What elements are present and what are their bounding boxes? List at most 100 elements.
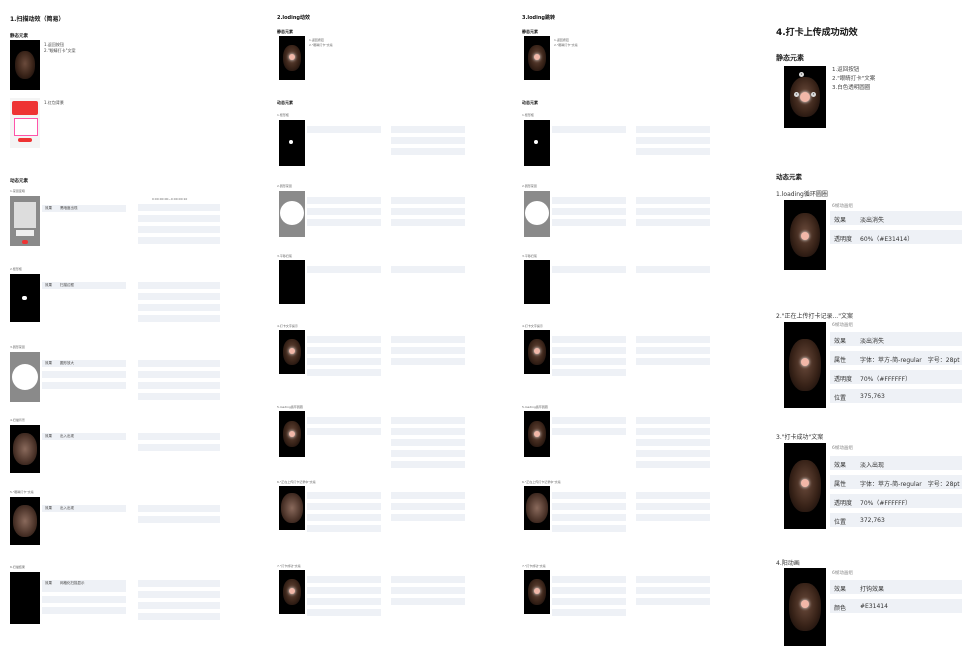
col2-prop: [391, 450, 465, 457]
col4-section-thumb: [784, 200, 826, 270]
col3-static-thumb: [524, 36, 550, 80]
col4-section-sub: 6帧动画组: [832, 571, 853, 576]
col3-item-label: 3.平移扫尾: [522, 254, 537, 258]
col2-item-label: 5.loading循环圆圈: [277, 405, 303, 409]
col2-prop: [391, 197, 465, 204]
col4-prop-row: 颜色 #E31414: [830, 599, 962, 613]
col2-prop: [307, 347, 381, 354]
col2-prop: [307, 525, 381, 532]
col2-prop: [391, 358, 465, 365]
col1-item-prop-r1: [138, 505, 220, 512]
col2-item-label: 4.打卡文字提示: [277, 324, 298, 328]
col4-prop-row: 属性 字体：苹方-简-regular 字号：28pt: [830, 475, 962, 489]
col2-prop: [391, 148, 465, 155]
col3-prop: [636, 358, 710, 365]
col1-title: 1.扫描动效（简易）: [10, 16, 65, 23]
col4-prop-row: 透明度 60%（#E31414）: [830, 230, 962, 244]
col2-static-note-1: 1.返回按钮: [309, 38, 324, 42]
col3-prop: [636, 148, 710, 155]
col3-prop: [636, 428, 710, 435]
col2-static-title: 静态元素: [277, 29, 293, 34]
col1-item-prop-r3: [138, 580, 220, 587]
col3-prop: [552, 336, 626, 343]
col4-section-sub: 6帧动画组: [832, 204, 853, 209]
col2-prop: [307, 197, 381, 204]
col2-item-label: 2.圆形蒙层: [277, 184, 292, 188]
col3-prop: [636, 450, 710, 457]
col4-prop-row: 位置 372,763: [830, 513, 962, 527]
col1-dynamic-title: 动态元素: [10, 179, 28, 184]
col3-prop: [636, 514, 710, 521]
col2-dynamic-title: 动态元素: [277, 100, 293, 105]
col2-prop: [391, 208, 465, 215]
col2-prop: [307, 126, 381, 133]
col1-item-prop-r4: [138, 237, 220, 244]
col2-prop: [307, 492, 381, 499]
col3-prop: [636, 126, 710, 133]
col1-static-title: 静态元素: [10, 34, 28, 39]
col4-section-thumb: [784, 322, 826, 408]
col1-static-thumb: [10, 40, 40, 90]
col3-item-thumb: [524, 191, 550, 237]
col2-prop: [307, 336, 381, 343]
col1-item-thumb: [10, 497, 40, 545]
col3-prop: [552, 428, 626, 435]
col3-prop: [552, 266, 626, 273]
col2-item-label: 1.矩形框: [277, 113, 289, 117]
col1-item-prop-r2: [138, 293, 220, 300]
col2-prop: [307, 609, 381, 616]
col2-item-label: 3.平移扫尾: [277, 254, 292, 258]
col1-item-time: 0:00:00:00~0:00:00:10: [152, 197, 188, 201]
col1-redpacket-thumb: [10, 98, 40, 148]
col3-static-title: 静态元素: [522, 29, 538, 34]
col4-prop-row: 效果 淡出消失: [830, 211, 962, 225]
col2-prop: [307, 369, 381, 376]
col1-item-label: 1.蒙层变暗: [10, 189, 25, 193]
col3-prop: [552, 208, 626, 215]
col3-prop: [552, 503, 626, 510]
col1-item-prop-r5: [138, 382, 220, 389]
col2-item-thumb: [279, 120, 305, 166]
col1-item-label: 6.扫描结果: [10, 565, 25, 569]
col3-prop: [636, 439, 710, 446]
col4-dynamic-title: 动态元素: [776, 173, 802, 181]
col2-prop: [307, 219, 381, 226]
col4-section-thumb: [784, 568, 826, 646]
col3-item-thumb: [524, 330, 550, 374]
col3-prop: [552, 126, 626, 133]
col1-item-label: 2.矩形框: [10, 267, 22, 271]
col2-prop: [391, 439, 465, 446]
col1-item-prop-r1: [138, 282, 220, 289]
col3-prop: [552, 576, 626, 583]
col1-item-prop-r2: [138, 444, 220, 451]
col3-prop: [636, 347, 710, 354]
col2-prop: [307, 417, 381, 424]
col2-item-thumb: [279, 486, 305, 530]
col1-item-thumb: [10, 352, 40, 402]
col1-item-prop: 效果 出入出现: [42, 505, 126, 512]
col3-prop: [636, 492, 710, 499]
col1-static-note-1: 1.返回按钮: [44, 42, 64, 47]
col4-section-label: 4.阳动画: [776, 560, 800, 567]
col3-item-thumb: [524, 411, 550, 457]
col3-title: 3.loding跳转: [522, 15, 555, 21]
col3-static-note-2: 2."眼睛打卡"文案: [554, 43, 578, 47]
col2-item-thumb: [279, 330, 305, 374]
col1-item-thumb: [10, 274, 40, 322]
col2-item-thumb: [279, 411, 305, 457]
col4-prop-row: 透明度 70%（#FFFFFF）: [830, 370, 962, 384]
col1-item-prop: 效果 网格化扫描显示: [42, 580, 126, 592]
col3-prop: [552, 525, 626, 532]
col3-prop: [552, 492, 626, 499]
col2-prop: [391, 126, 465, 133]
col4-section-sub: 6帧动画组: [832, 323, 853, 328]
col1-static-note-2: 2."眼睛打卡"文案: [44, 48, 76, 53]
col3-prop: [552, 598, 626, 605]
col3-prop: [636, 503, 710, 510]
col4-section-sub: 6帧动画组: [832, 446, 853, 451]
col1-item-prop: 效果 扫描边框: [42, 282, 126, 289]
col2-prop: [391, 503, 465, 510]
column-scan-animation: 1.扫描动效（简易） 静态元素 1.返回按钮 2."眼睛打卡"文案 1.红包背景…: [0, 0, 250, 656]
col1-item-prop: 效果 黑暗度出现: [42, 205, 126, 212]
col1-item-prop-r2: [138, 516, 220, 523]
